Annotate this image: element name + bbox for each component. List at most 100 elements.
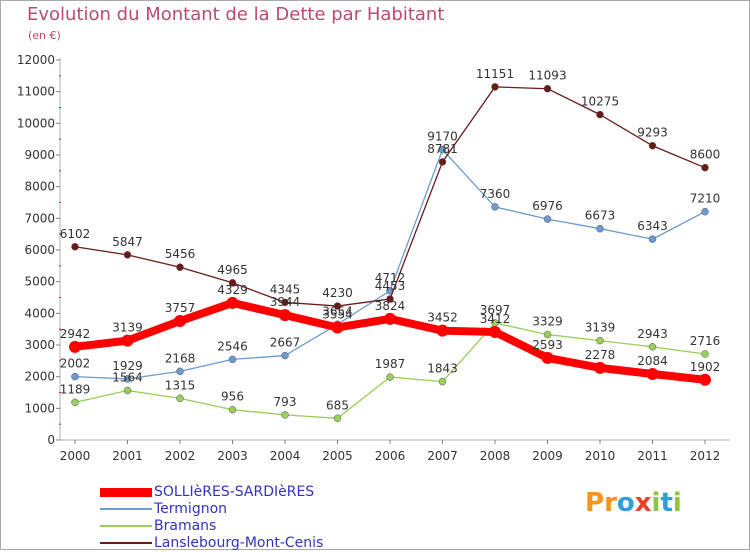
data-label: 2667 <box>270 336 301 350</box>
data-point <box>596 224 604 233</box>
data-point <box>71 398 79 407</box>
data-point <box>543 84 552 93</box>
data-label: 7210 <box>690 192 721 206</box>
x-tick-label: 2011 <box>637 449 668 463</box>
data-label: 2084 <box>637 354 668 368</box>
data-point <box>386 295 394 303</box>
data-point <box>596 110 604 119</box>
data-point <box>71 243 79 251</box>
data-label: 11151 <box>476 67 514 81</box>
data-label: 1843 <box>427 362 458 376</box>
data-label: 6102 <box>60 227 91 241</box>
y-tick-label: 10000 <box>17 116 55 130</box>
logo-letter: x <box>634 488 652 518</box>
data-label: 1189 <box>60 382 91 396</box>
data-point <box>489 325 501 338</box>
data-point <box>596 336 604 345</box>
data-label: 3412 <box>480 312 511 326</box>
data-point <box>699 373 711 386</box>
axes: 0 1000 2000 3000 4000 5000 6000 7000 8000 9000 100… <box>17 53 730 463</box>
y-tick-label: 8000 <box>24 180 55 194</box>
y-tick-label: 1000 <box>24 401 55 415</box>
data-point <box>384 312 396 325</box>
data-point <box>491 203 499 211</box>
data-label: 4345 <box>270 282 301 296</box>
data-point <box>226 296 239 309</box>
data-point <box>123 375 132 383</box>
data-label: 4329 <box>217 283 248 297</box>
series-layer <box>69 83 711 423</box>
data-point <box>438 377 447 386</box>
data-point <box>176 263 184 271</box>
data-label: 2943 <box>637 327 668 341</box>
logo-letter: t <box>660 488 673 518</box>
data-point <box>646 368 659 381</box>
x-tick-label: 2003 <box>217 449 248 463</box>
data-label: 3139 <box>112 321 143 335</box>
data-point <box>543 330 552 339</box>
y-tick-label: 7000 <box>24 211 55 225</box>
data-point <box>121 334 134 347</box>
data-label: 11093 <box>528 69 566 83</box>
data-label: 1564 <box>112 370 143 384</box>
data-point <box>281 298 289 307</box>
legend-label: Termignon <box>154 501 228 517</box>
data-label: 1987 <box>375 357 406 371</box>
x-tick-label: 2001 <box>112 449 143 463</box>
data-point <box>436 324 449 337</box>
data-label: 10275 <box>581 95 619 109</box>
data-point <box>333 302 342 310</box>
data-label: 4712 <box>375 271 406 285</box>
data-point <box>123 386 132 395</box>
data-label: 2716 <box>690 334 721 348</box>
data-label: 956 <box>221 390 244 404</box>
data-label: 2942 <box>60 327 91 341</box>
data-point <box>541 351 554 364</box>
data-point <box>543 215 552 223</box>
x-tick-label: 2000 <box>60 449 91 463</box>
data-point <box>701 207 709 216</box>
data-label: 6976 <box>532 199 563 213</box>
data-point <box>228 405 237 414</box>
y-tick-label: 0 <box>47 433 55 447</box>
x-tick-label: 2007 <box>427 449 458 463</box>
data-point <box>228 355 237 364</box>
data-point <box>701 163 709 172</box>
x-tick-label: 2008 <box>480 449 511 463</box>
data-label: 3654 <box>322 304 353 318</box>
data-label: 3824 <box>375 299 406 313</box>
data-point <box>174 315 186 328</box>
data-point <box>491 83 499 91</box>
legend-swatch-2 <box>100 508 152 510</box>
data-point <box>594 361 606 374</box>
logo-letter: i <box>651 488 661 518</box>
data-label: 5456 <box>165 247 196 261</box>
data-label: 1902 <box>690 360 721 374</box>
data-label: 3554 <box>322 307 353 321</box>
data-label: 3452 <box>427 311 458 325</box>
data-label: 8600 <box>690 148 721 162</box>
chart-title: Evolution du Montant de la Dette par Hab… <box>27 4 445 25</box>
legend-label: Lanslebourg-Mont-Cenis <box>154 535 324 551</box>
data-label: 4453 <box>375 279 406 293</box>
y-tick-label: 3000 <box>24 338 55 352</box>
data-label: 1929 <box>112 359 143 373</box>
x-tick-label: 2010 <box>585 449 616 463</box>
data-label: 3329 <box>532 315 563 329</box>
y-tick-label: 4000 <box>24 306 55 320</box>
data-point <box>648 141 657 150</box>
data-point <box>228 279 237 287</box>
x-tick-label: 2012 <box>690 449 721 463</box>
data-point <box>176 394 184 403</box>
data-label: 4230 <box>322 286 353 300</box>
data-label: 8781 <box>427 142 458 156</box>
logo-letter: o <box>616 488 635 518</box>
logo-letter: P <box>585 488 605 518</box>
data-label: 685 <box>326 398 349 412</box>
data-point <box>69 340 81 353</box>
legend-swatch-4 <box>100 542 152 544</box>
data-label: 2002 <box>60 357 91 371</box>
legend-label: SOLLIèRES-SARDIèRES <box>154 484 315 500</box>
